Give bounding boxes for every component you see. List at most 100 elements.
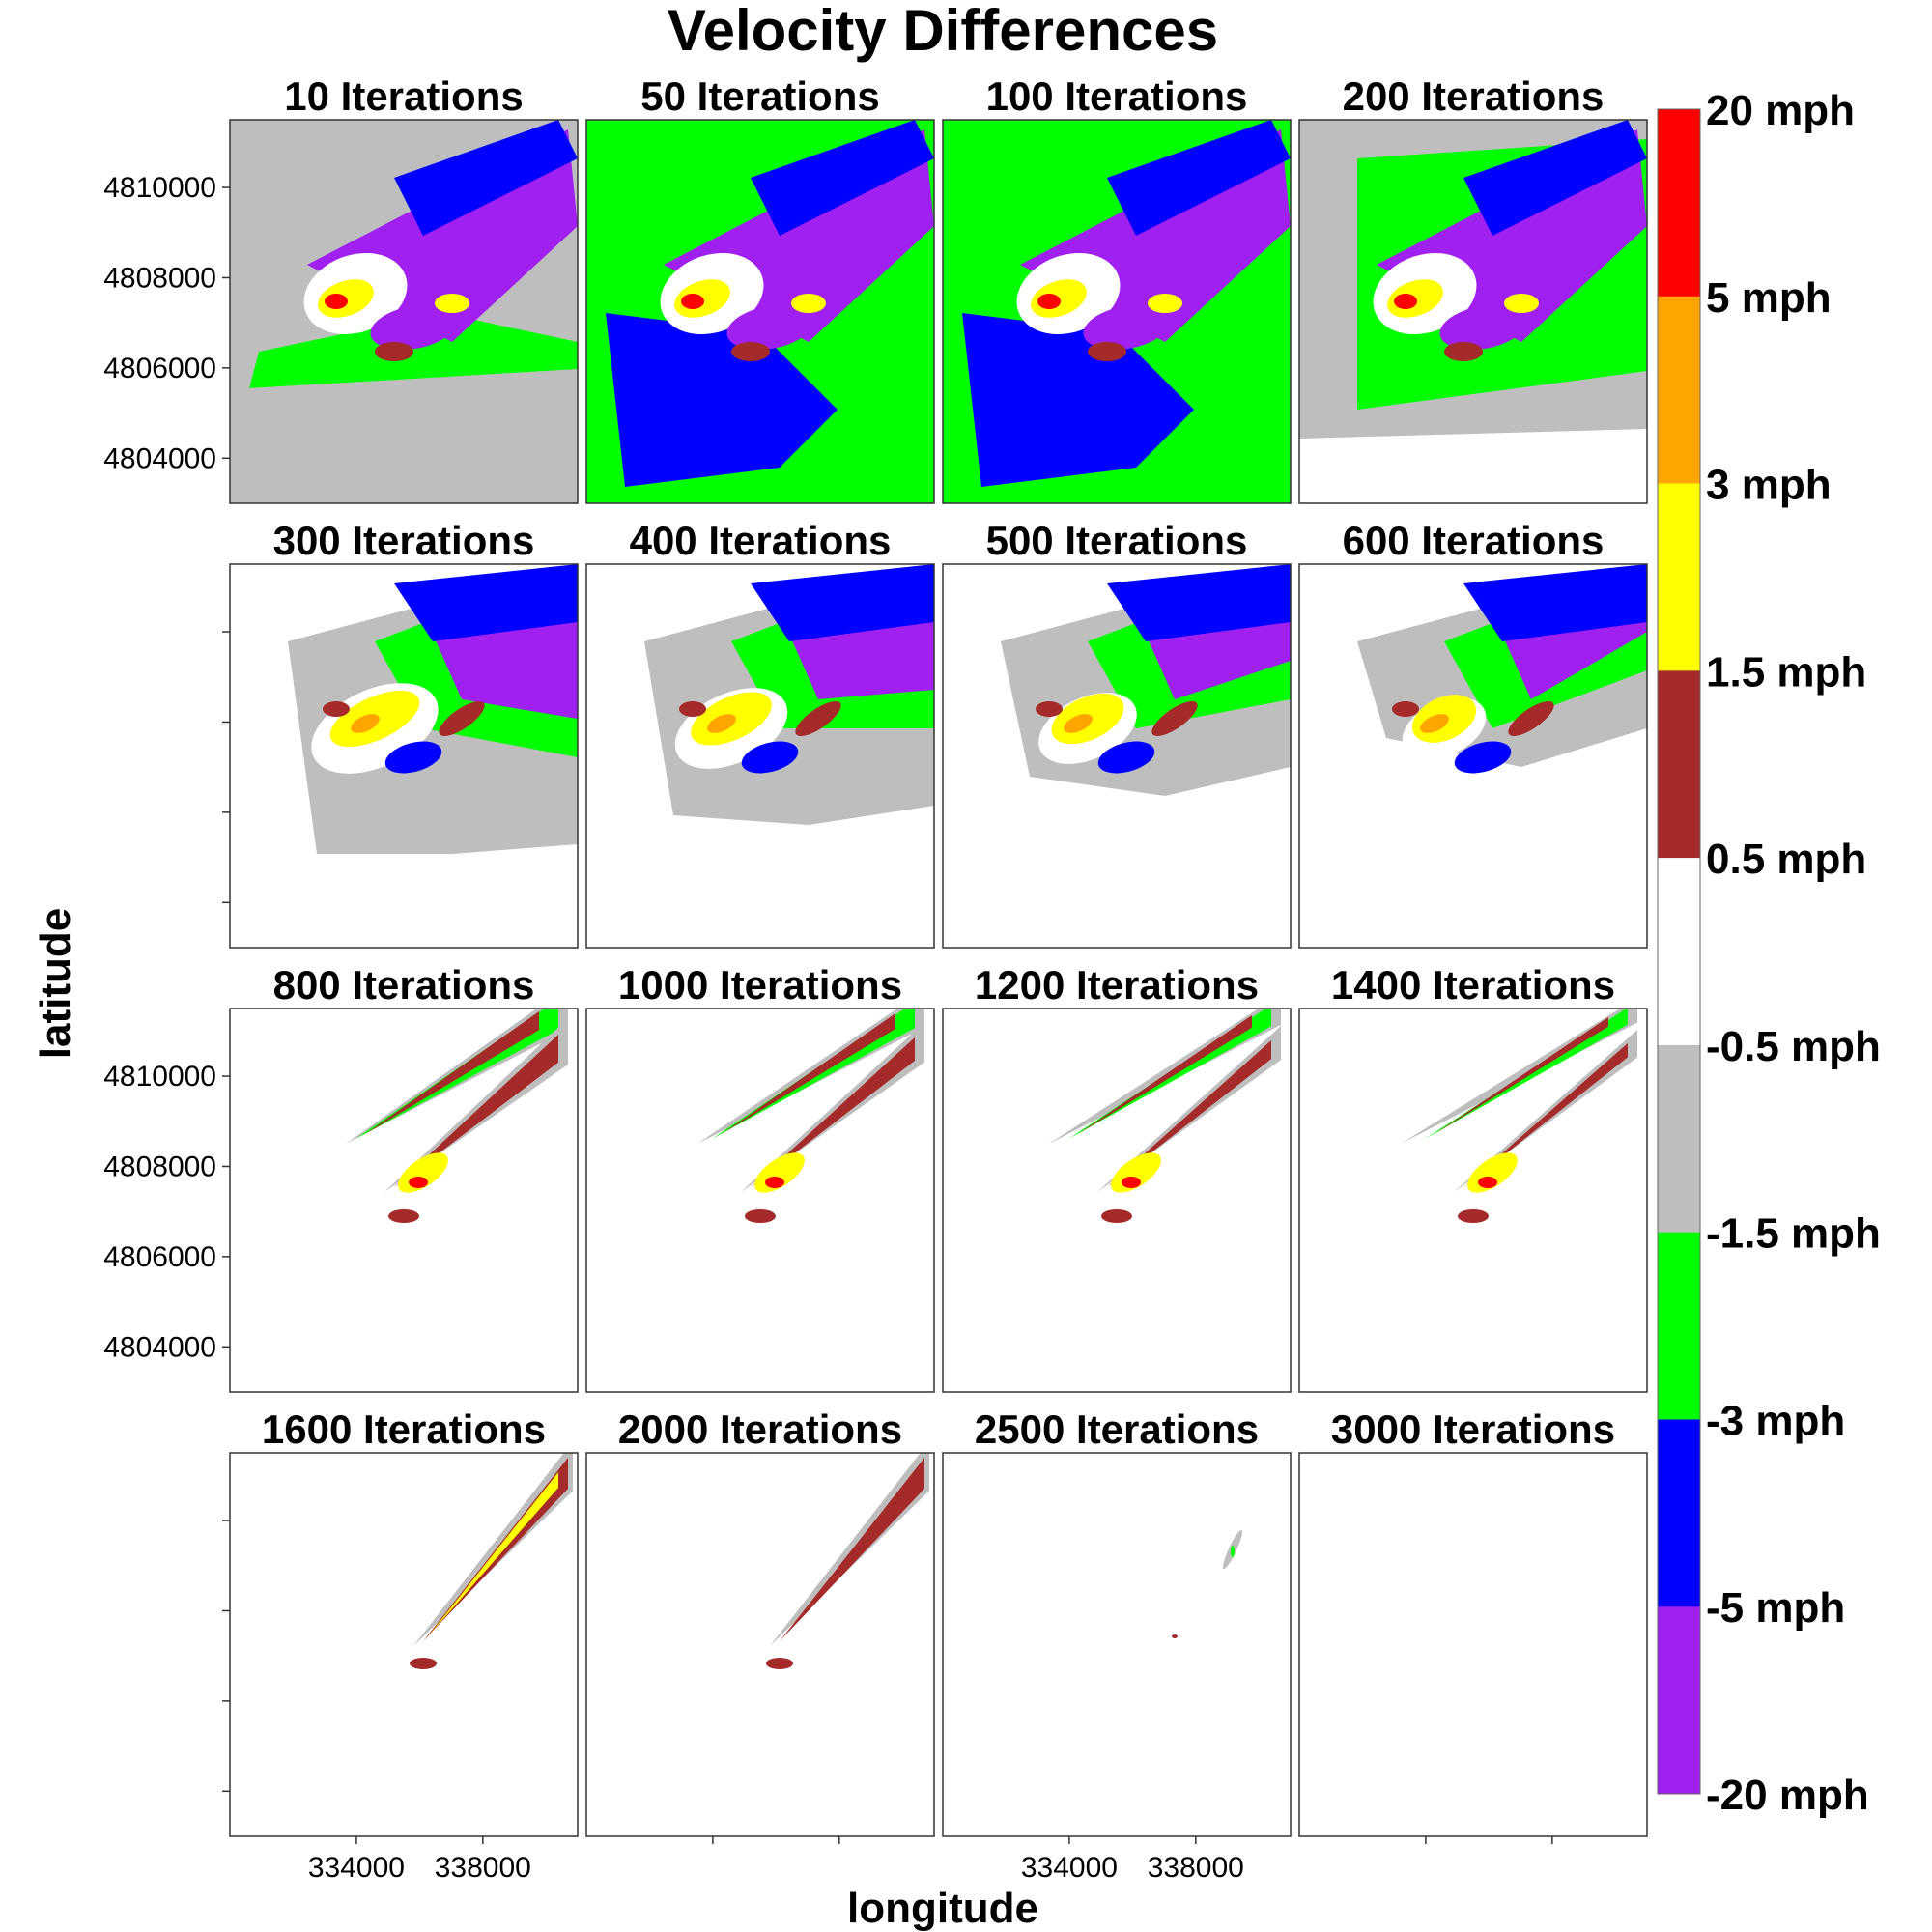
panel-title: 300 Iterations bbox=[273, 518, 535, 563]
jet-region bbox=[1107, 120, 1291, 236]
panel-background bbox=[943, 1453, 1291, 1836]
heatmap-panel: 3000 Iterations bbox=[1298, 1406, 1648, 1844]
panel-title: 50 Iterations bbox=[640, 73, 879, 119]
panel-frame bbox=[585, 1452, 935, 1837]
colorbar-label: -3 mph bbox=[1706, 1397, 1845, 1444]
plume-region bbox=[423, 1458, 568, 1641]
plume-region bbox=[413, 1453, 573, 1646]
terrain-region bbox=[679, 701, 706, 717]
plume-region bbox=[428, 1472, 558, 1636]
panel-heatmap bbox=[1401, 1009, 1637, 1223]
colorbar-label: 5 mph bbox=[1706, 274, 1832, 322]
panel-title: 500 Iterations bbox=[986, 518, 1248, 563]
panel-frame bbox=[229, 119, 579, 504]
field-region bbox=[249, 313, 578, 388]
panel-title: 2500 Iterations bbox=[975, 1406, 1259, 1452]
plume-region bbox=[394, 1035, 558, 1187]
terrain-region bbox=[1508, 700, 1554, 737]
plume-region bbox=[384, 1018, 568, 1192]
colorbar-bin bbox=[1658, 858, 1700, 1046]
colorbar-bin bbox=[1658, 109, 1700, 298]
y-axis-label: latitude bbox=[32, 908, 79, 1059]
panel-title: 100 Iterations bbox=[986, 73, 1248, 119]
heatmap-panel: 1000 Iterations bbox=[585, 962, 935, 1393]
y-tick-label: 4804000 bbox=[103, 1331, 216, 1363]
panel-heatmap bbox=[943, 120, 1291, 503]
panel-frame bbox=[1298, 1008, 1648, 1393]
plume-region bbox=[365, 1011, 539, 1134]
jet-region bbox=[394, 564, 578, 641]
y-tick-label: 4810000 bbox=[103, 172, 216, 204]
panel-heatmap bbox=[230, 120, 578, 503]
y-tick-label: 4810000 bbox=[103, 1061, 216, 1093]
terrain-region bbox=[726, 304, 813, 351]
terrain-region bbox=[681, 294, 704, 309]
plume-region bbox=[1107, 1040, 1271, 1187]
terrain-region bbox=[1439, 304, 1526, 351]
plume-region bbox=[745, 1209, 776, 1223]
plume-region bbox=[409, 1177, 428, 1188]
colorbar-bin bbox=[1658, 483, 1700, 671]
terrain-region bbox=[1037, 294, 1061, 309]
panel-frame bbox=[942, 1452, 1292, 1837]
plume-region bbox=[1078, 1015, 1252, 1134]
panel-background bbox=[1299, 1009, 1647, 1392]
x-axis-label: longitude bbox=[847, 1885, 1038, 1932]
panel-grid: 10 Iterations 4804000 4806000 4808000 481000… bbox=[103, 73, 1648, 1884]
panel-heatmap bbox=[766, 1453, 929, 1669]
panel-heatmap bbox=[1357, 564, 1647, 774]
terrain-region bbox=[439, 700, 485, 737]
panel-heatmap bbox=[1172, 1529, 1242, 1638]
field-region bbox=[606, 313, 838, 487]
terrain-region bbox=[741, 741, 799, 774]
colorbar-label: 20 mph bbox=[1706, 87, 1855, 134]
terrain-region bbox=[1097, 741, 1155, 774]
y-tick-label: 4808000 bbox=[103, 1151, 216, 1182]
x-tick-label: 338000 bbox=[435, 1852, 531, 1884]
heatmap-panel: 1600 Iterations 334000 338000 bbox=[222, 1406, 579, 1884]
jet-region bbox=[751, 120, 934, 236]
panel-heatmap bbox=[346, 1009, 568, 1223]
panel-frame bbox=[585, 119, 935, 504]
heatmap-panel: 100 Iterations bbox=[942, 73, 1292, 504]
x-tick-label: 334000 bbox=[1021, 1852, 1118, 1884]
heatmap-panel: 10 Iterations 4804000 4806000 4808000 481000… bbox=[103, 73, 579, 504]
terrain-region bbox=[1151, 700, 1198, 737]
jet-region bbox=[1463, 564, 1647, 641]
terrain-region bbox=[1148, 294, 1182, 313]
jet-region bbox=[1107, 564, 1291, 641]
panel-heatmap bbox=[586, 120, 934, 503]
colorbar-label: -20 mph bbox=[1706, 1772, 1869, 1819]
panel-frame bbox=[1298, 119, 1648, 504]
speck-region bbox=[1231, 1546, 1235, 1557]
jet-region bbox=[1463, 120, 1647, 236]
colorbar-bin bbox=[1658, 1419, 1700, 1607]
plume-region bbox=[741, 1022, 924, 1192]
terrain-region bbox=[795, 700, 841, 737]
panel-frame bbox=[942, 563, 1292, 949]
plume-region bbox=[1122, 1177, 1141, 1188]
heatmap-panel: 500 Iterations bbox=[942, 518, 1292, 949]
colorbar-label: -0.5 mph bbox=[1706, 1023, 1881, 1070]
speck-region bbox=[1172, 1634, 1178, 1638]
panel-frame bbox=[942, 1008, 1292, 1393]
plume-region bbox=[722, 1013, 895, 1134]
panel-frame bbox=[229, 1008, 579, 1393]
plume-region bbox=[780, 1458, 924, 1641]
x-tick-label: 334000 bbox=[308, 1852, 405, 1884]
panel-title: 800 Iterations bbox=[273, 962, 535, 1008]
y-tick-label: 4806000 bbox=[103, 1241, 216, 1273]
plume-region bbox=[1478, 1177, 1497, 1188]
plume-region bbox=[1463, 1043, 1628, 1187]
terrain-region bbox=[1444, 342, 1483, 361]
plume-region bbox=[1454, 1030, 1637, 1192]
terrain-region bbox=[791, 294, 826, 313]
terrain-region bbox=[1392, 701, 1419, 717]
colorbar-legend: 20 mph 5 mph 3 mph 1.5 mph 0.5 mph -0.5 mph -1… bbox=[1657, 87, 1881, 1819]
panel-frame bbox=[585, 1008, 935, 1393]
plume-region bbox=[770, 1453, 929, 1646]
terrain-region bbox=[1083, 304, 1170, 351]
terrain-region bbox=[1454, 741, 1512, 774]
panel-heatmap bbox=[644, 564, 934, 825]
panel-heatmap bbox=[1001, 564, 1291, 796]
